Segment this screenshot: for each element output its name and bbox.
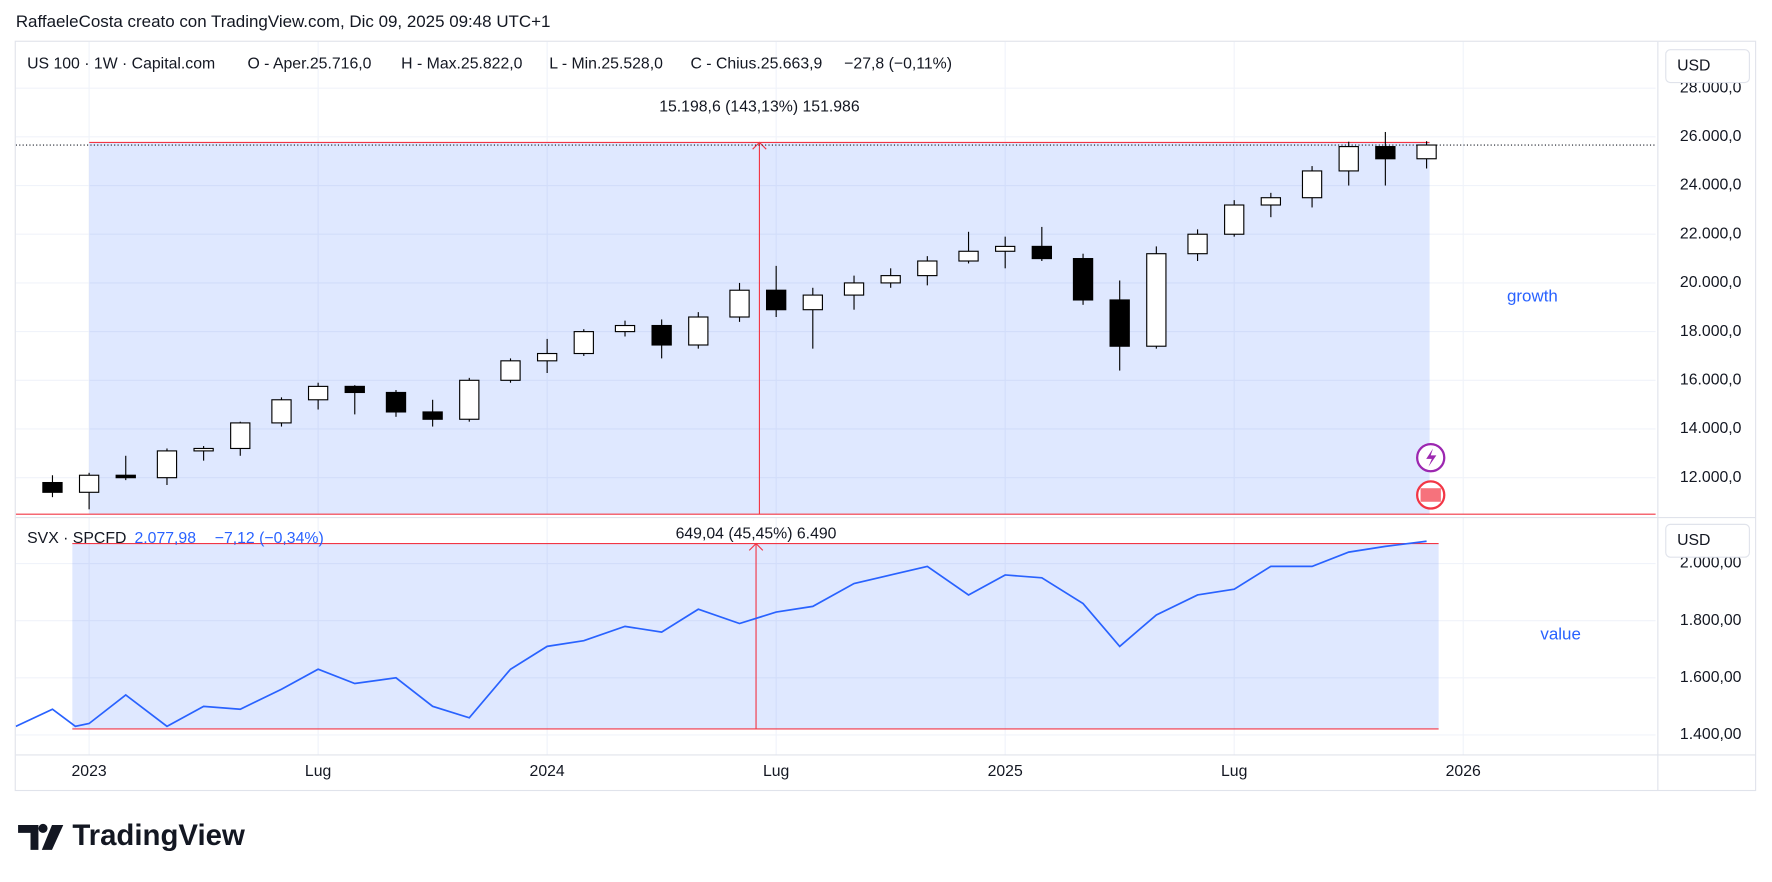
candle-body xyxy=(307,385,329,401)
candle-body xyxy=(1109,299,1130,347)
candle-body xyxy=(688,316,709,346)
candle-body xyxy=(78,474,100,493)
y-tick-label: 14.000,0 xyxy=(1680,420,1742,437)
candle-body xyxy=(422,411,443,420)
candle-body xyxy=(958,250,979,262)
y-tick-label: 1.800,00 xyxy=(1680,612,1742,629)
candle-body xyxy=(1301,170,1323,199)
x-tick-label: Lug xyxy=(763,763,789,780)
y-tick-label: 26.000,0 xyxy=(1680,128,1742,145)
legend-symbol: US 100 · 1W · Capital.com xyxy=(27,56,215,73)
candle-body xyxy=(344,385,365,394)
x-tick-label: 2026 xyxy=(1446,763,1481,780)
candle-body xyxy=(765,289,787,311)
y-tick-label: 22.000,0 xyxy=(1680,225,1742,242)
candle-body xyxy=(115,474,136,479)
y-tick-label: 1.400,00 xyxy=(1680,726,1742,743)
candle-body xyxy=(1146,253,1167,347)
series-line xyxy=(15,540,1427,728)
plots xyxy=(15,41,1656,755)
legend-low: L - Min.25.528,0 xyxy=(549,56,663,73)
brand-logo xyxy=(18,823,64,850)
x-tick-label: 2024 xyxy=(530,763,565,780)
candle-body xyxy=(1375,146,1396,160)
flag-icon xyxy=(1420,488,1441,502)
candle-body xyxy=(156,450,178,479)
legend-change: −27,8 (−0,11%) xyxy=(844,56,952,73)
candle-body xyxy=(917,260,938,277)
candle-body xyxy=(802,294,823,311)
legend-high: H - Max.25.822,0 xyxy=(401,56,522,73)
candle-body xyxy=(1187,233,1208,255)
measure-arrow-head xyxy=(748,542,764,551)
candle-body xyxy=(729,289,750,318)
y-tick-label: 16.000,0 xyxy=(1680,371,1742,388)
y-tick-label: 12.000,0 xyxy=(1680,469,1742,486)
y-tick-label: 20.000,0 xyxy=(1680,274,1742,291)
frame xyxy=(14,40,1757,792)
y-tick-label: 2.000,00 xyxy=(1680,555,1742,572)
legend-symbol: SVX · SPCFD xyxy=(27,530,126,547)
candle-body xyxy=(1031,245,1052,260)
x-tick-label: 2023 xyxy=(72,763,107,780)
annotation: value xyxy=(1540,625,1581,644)
currency-box[interactable] xyxy=(1665,49,1750,84)
candle-body xyxy=(843,282,865,296)
y-tick-label: 28.000,0 xyxy=(1680,79,1742,96)
legend-change: −7,12 (−0,34%) xyxy=(215,530,324,547)
x-tick-label: Lug xyxy=(305,763,331,780)
candle-body xyxy=(1338,146,1359,172)
measure-arrow-head xyxy=(752,141,767,150)
measure-label: 15.198,6 (143,13%) 151.986 xyxy=(659,99,860,116)
x-tick-label: 2025 xyxy=(988,763,1023,780)
candle-body xyxy=(1260,197,1282,206)
x-tick-label: Lug xyxy=(1221,763,1247,780)
currency[interactable]: USD xyxy=(1677,57,1710,74)
candle-body xyxy=(500,360,521,381)
candle-body xyxy=(42,481,63,493)
candle-body xyxy=(230,422,251,450)
candle-body xyxy=(1224,204,1245,235)
caption: RaffaeleCosta creato con TradingView.com… xyxy=(16,12,551,31)
y-tick-label: 1.600,00 xyxy=(1680,669,1742,686)
legend-open: O - Aper.25.716,0 xyxy=(247,56,371,73)
candle-body xyxy=(1072,258,1094,301)
candle-body xyxy=(880,275,901,284)
brand-name: TradingView xyxy=(72,819,245,852)
candle-body xyxy=(614,324,636,333)
candle-body xyxy=(1416,144,1437,160)
annotation: growth xyxy=(1507,287,1558,306)
candle-body xyxy=(271,399,292,424)
candle-body xyxy=(193,447,214,452)
candle-body xyxy=(995,245,1016,252)
legend-last: 2.077,98 xyxy=(134,530,196,547)
candle-body xyxy=(536,352,558,362)
currency[interactable]: USD xyxy=(1677,532,1710,549)
legend-close: C - Chius.25.663,9 xyxy=(690,56,822,73)
event-icon-bolt xyxy=(1426,448,1437,467)
candle-body xyxy=(385,391,407,413)
candle-body xyxy=(573,331,594,355)
candle-body xyxy=(459,379,480,420)
candle-body xyxy=(651,324,672,346)
y-tick-label: 24.000,0 xyxy=(1680,177,1742,194)
y-tick-label: 18.000,0 xyxy=(1680,323,1742,340)
measure-label: 649,04 (45,45%) 6.490 xyxy=(676,526,837,543)
currency-box[interactable] xyxy=(1665,523,1750,558)
